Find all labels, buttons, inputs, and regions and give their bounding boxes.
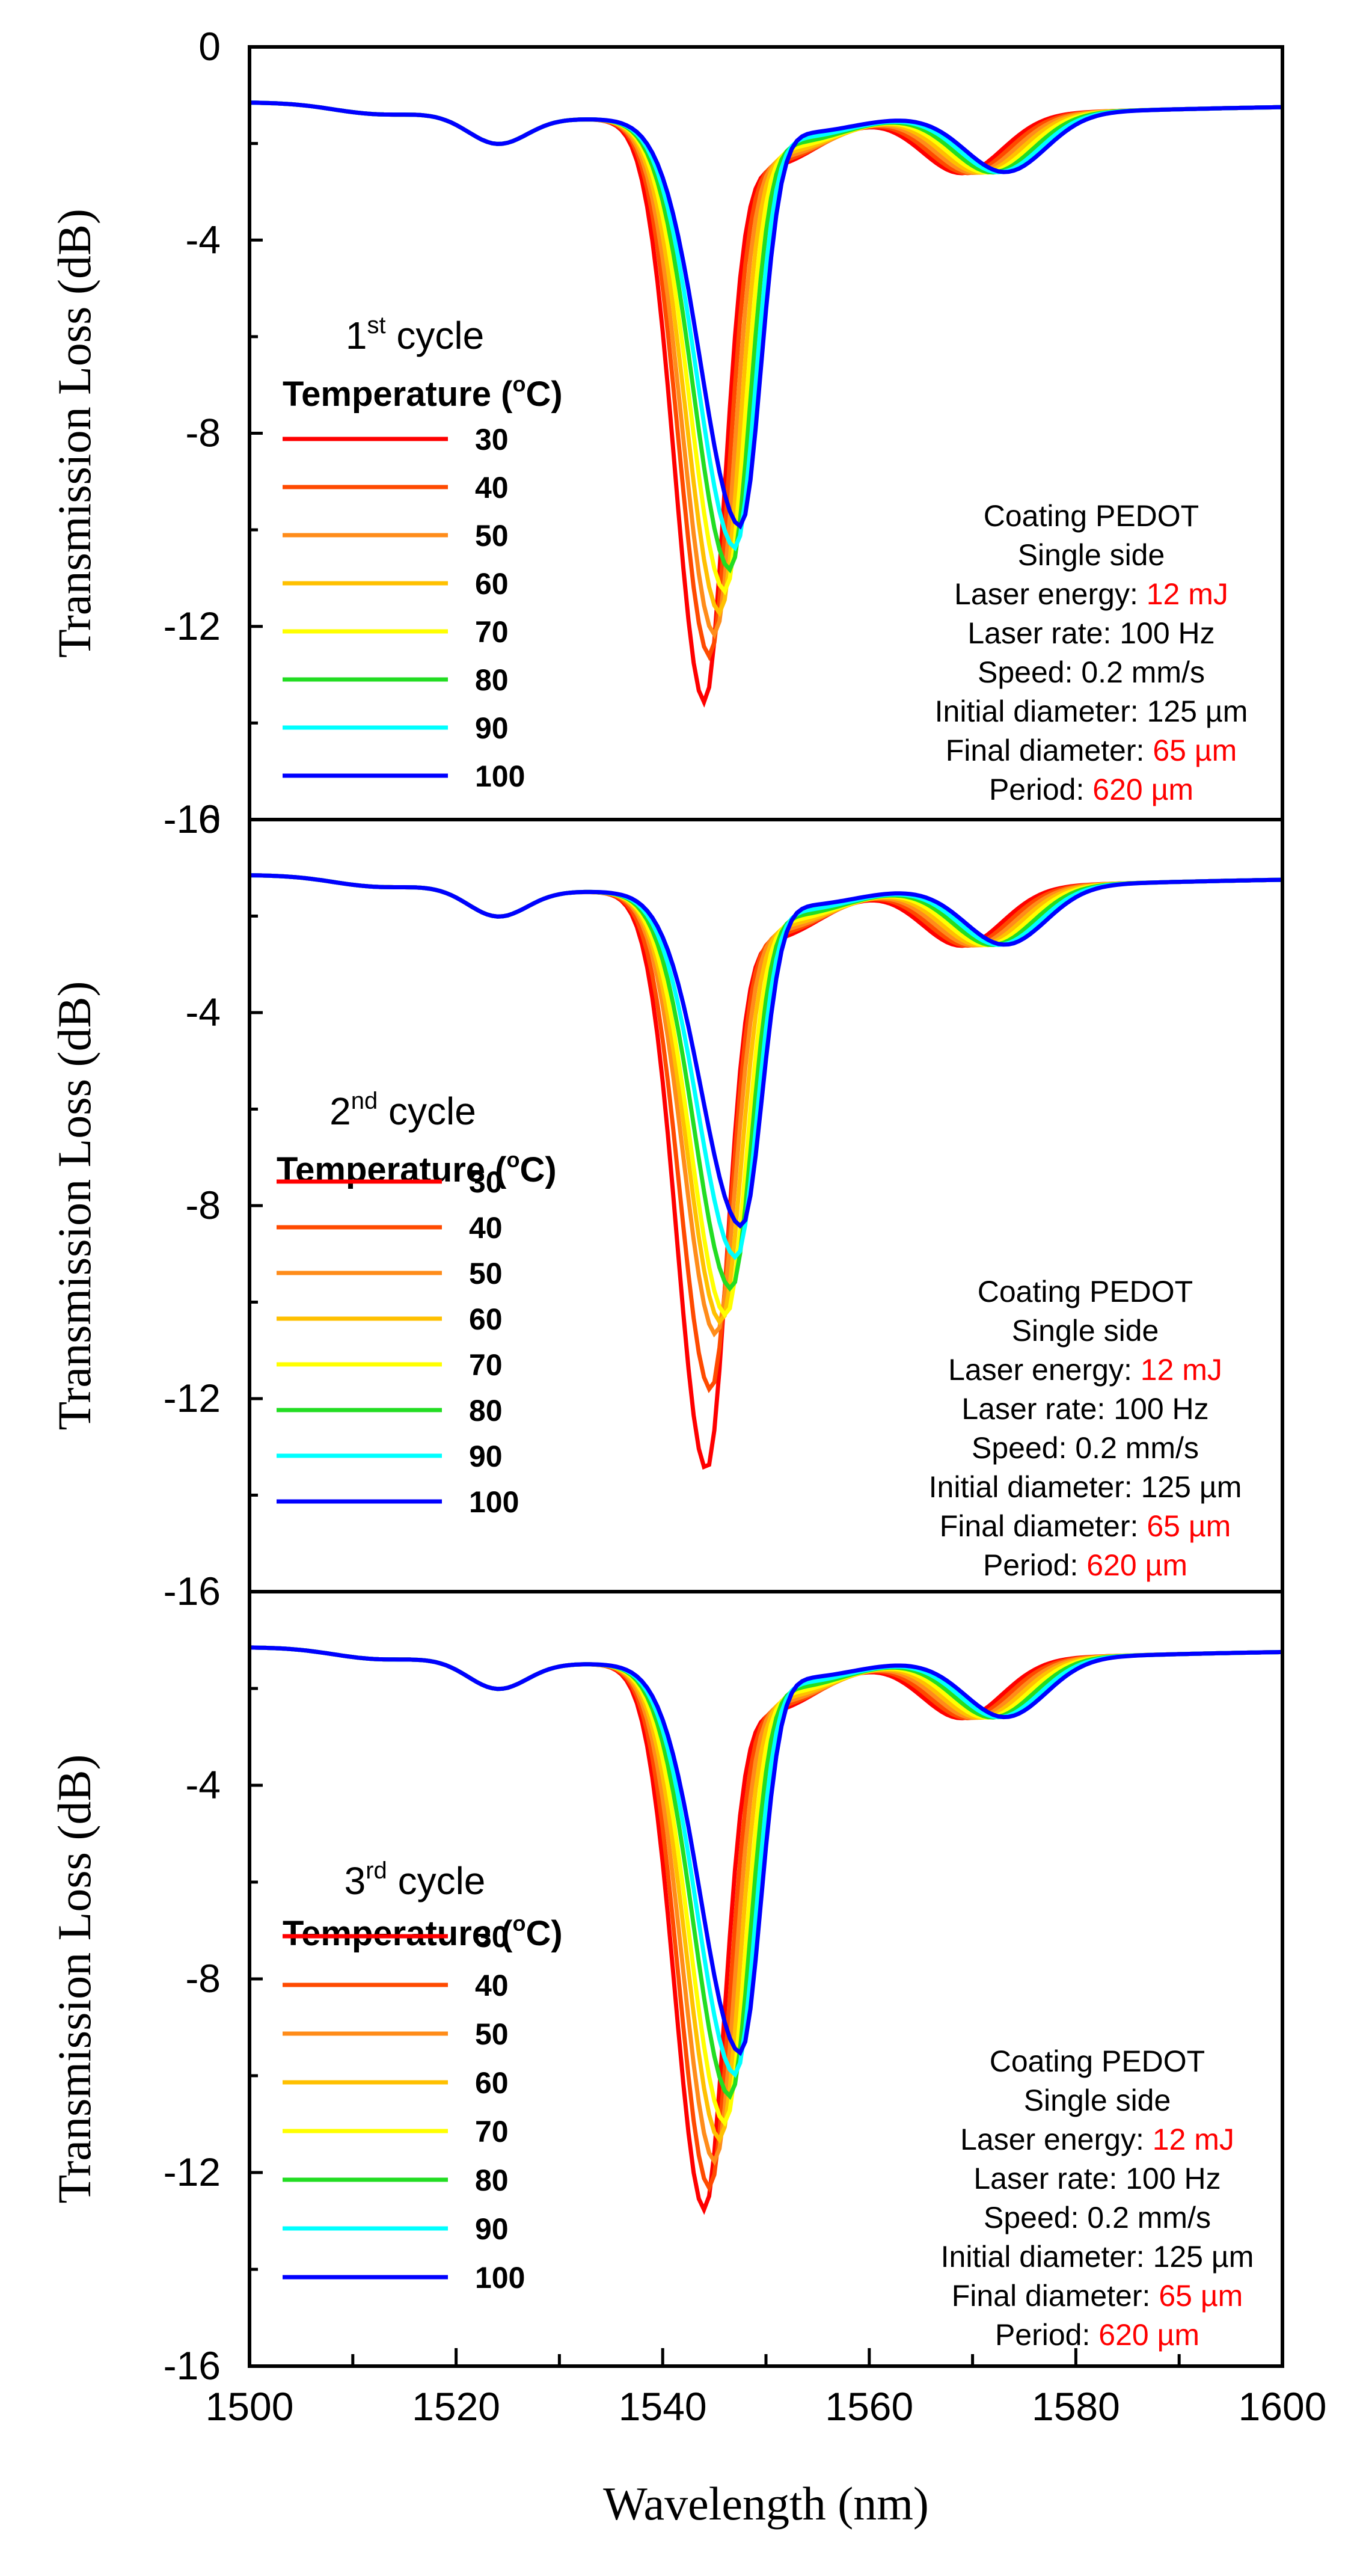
panel-1: -16 -12 -8 -4 0 Transmission Loss (dB) 1st cyc… (48, 24, 1284, 841)
y-tick-label: -12 (164, 604, 221, 648)
legend-title: Temperature (oC) (283, 372, 563, 414)
series-100-cycle-2 (250, 873, 1282, 1229)
y-axis-title: Transmission Loss (dB) (48, 981, 100, 1431)
legend-label-90: 90 (475, 711, 509, 745)
y-tick-label: -16 (164, 797, 221, 841)
y-tick-label: -16 (164, 1569, 221, 1613)
cycle-title: 1st cycle (346, 312, 484, 357)
x-axis: 1500 1520 1540 1560 1580 1600 Wavelength (nm) (206, 2384, 1327, 2530)
legend-title: Temperature (oC) (283, 1911, 563, 1953)
y-axis-title: Transmission Loss (dB) (48, 209, 100, 658)
fabrication-info: Coating PEDOT Single side Laser energy: 12… (935, 499, 1248, 806)
x-tick-label: 1600 (1239, 2384, 1327, 2429)
legend-label-40: 40 (475, 471, 509, 504)
legend-label-50: 50 (475, 2017, 509, 2051)
info-line: Coating PEDOT (978, 1275, 1193, 1308)
series-100-cycle-3 (250, 1645, 1282, 2056)
y-tick-label: 0 (198, 24, 221, 69)
legend-label-30: 30 (475, 1920, 509, 1954)
panel-1-curves (250, 100, 1282, 708)
info-line: Single side (1018, 538, 1165, 572)
info-line: Coating PEDOT (990, 2044, 1205, 2078)
y-tick-label: -12 (164, 2150, 221, 2194)
legend-label-100: 100 (475, 759, 525, 793)
legend: 30 40 50 60 70 80 90 100 (277, 1165, 519, 1519)
legend: 30 40 50 60 70 80 90 100 (283, 423, 525, 793)
legend-label-30: 30 (475, 423, 509, 456)
x-axis-title: Wavelength (nm) (603, 2477, 929, 2530)
legend-label-80: 80 (475, 663, 509, 697)
cycle-title: 3rd cycle (345, 1857, 486, 1903)
legend-label-50: 50 (475, 519, 509, 553)
legend-label-30: 30 (469, 1165, 503, 1199)
info-line: Speed: 0.2 mm/s (972, 1431, 1199, 1465)
y-tick-label: -8 (185, 411, 221, 455)
y-tick-label: -8 (185, 1183, 221, 1227)
panel-2-curves (250, 873, 1282, 1470)
legend-label-70: 70 (469, 1348, 503, 1382)
info-line: Period: 620 µm (995, 2318, 1199, 2352)
legend-label-40: 40 (469, 1211, 503, 1245)
x-tick-label: 1580 (1032, 2384, 1120, 2429)
y-tick-label: -8 (185, 1956, 221, 2001)
legend-label-70: 70 (475, 2115, 509, 2148)
info-line: Single side (1024, 2084, 1171, 2117)
info-line: Final diameter: 65 µm (946, 734, 1237, 767)
info-line: Coating PEDOT (984, 499, 1199, 533)
info-line: Laser energy: 12 mJ (954, 577, 1228, 611)
legend-label-60: 60 (475, 567, 509, 601)
panel-2: -16 -12 -8 -4 0 Transmission Loss (dB) 2nd cyc… (48, 797, 1284, 1613)
series-100-cycle-1 (250, 100, 1282, 530)
legend-label-100: 100 (469, 1485, 519, 1519)
y-tick-label: -4 (185, 990, 221, 1034)
x-tick-label: 1500 (206, 2384, 294, 2429)
info-line: Single side (1012, 1314, 1159, 1348)
fabrication-info: Coating PEDOT Single side Laser energy: 12… (929, 1275, 1242, 1582)
info-line: Final diameter: 65 µm (952, 2279, 1243, 2313)
legend-label-90: 90 (469, 1440, 503, 1473)
panel-3: -16 -12 -8 -4 Transmission Loss (dB) 3rd cycl… (48, 1590, 1284, 2388)
info-line: Period: 620 µm (989, 773, 1193, 806)
info-line: Speed: 0.2 mm/s (978, 655, 1205, 689)
info-line: Laser energy: 12 mJ (960, 2123, 1234, 2156)
info-line: Speed: 0.2 mm/s (984, 2201, 1211, 2234)
legend-label-90: 90 (475, 2212, 509, 2246)
x-tick-label: 1520 (412, 2384, 500, 2429)
legend-label-80: 80 (469, 1394, 503, 1428)
fabrication-info: Coating PEDOT Single side Laser energy: 12… (941, 2044, 1254, 2352)
legend: 30 40 50 60 70 80 90 100 (283, 1920, 525, 2295)
legend-label-40: 40 (475, 1969, 509, 2002)
info-line: Laser rate: 100 Hz (967, 616, 1214, 650)
info-line: Initial diameter: 125 µm (935, 695, 1248, 728)
y-tick-label: -4 (185, 217, 221, 262)
info-line: Laser rate: 100 Hz (961, 1392, 1208, 1426)
legend-label-50: 50 (469, 1257, 503, 1290)
legend-label-60: 60 (469, 1302, 503, 1336)
legend-label-60: 60 (475, 2066, 509, 2100)
info-line: Initial diameter: 125 µm (929, 1470, 1242, 1504)
info-line: Laser rate: 100 Hz (973, 2162, 1221, 2195)
info-line: Initial diameter: 125 µm (941, 2240, 1254, 2274)
cycle-title: 2nd cycle (329, 1088, 476, 1133)
legend-label-100: 100 (475, 2261, 525, 2295)
legend-label-70: 70 (475, 615, 509, 649)
y-tick-label: -12 (164, 1376, 221, 1420)
panel-3-curves (250, 1645, 1282, 2215)
y-tick-label: -16 (164, 2343, 221, 2388)
legend-label-80: 80 (475, 2164, 509, 2197)
x-tick-label: 1560 (825, 2384, 913, 2429)
x-tick-label: 1540 (619, 2384, 707, 2429)
info-line: Period: 620 µm (983, 1548, 1187, 1582)
y-tick-label: -4 (185, 1762, 221, 1807)
y-axis-title: Transmission Loss (dB) (48, 1755, 100, 2204)
info-line: Laser energy: 12 mJ (948, 1353, 1222, 1387)
info-line: Final diameter: 65 µm (940, 1509, 1231, 1543)
y-tick-label: 0 (198, 797, 221, 841)
